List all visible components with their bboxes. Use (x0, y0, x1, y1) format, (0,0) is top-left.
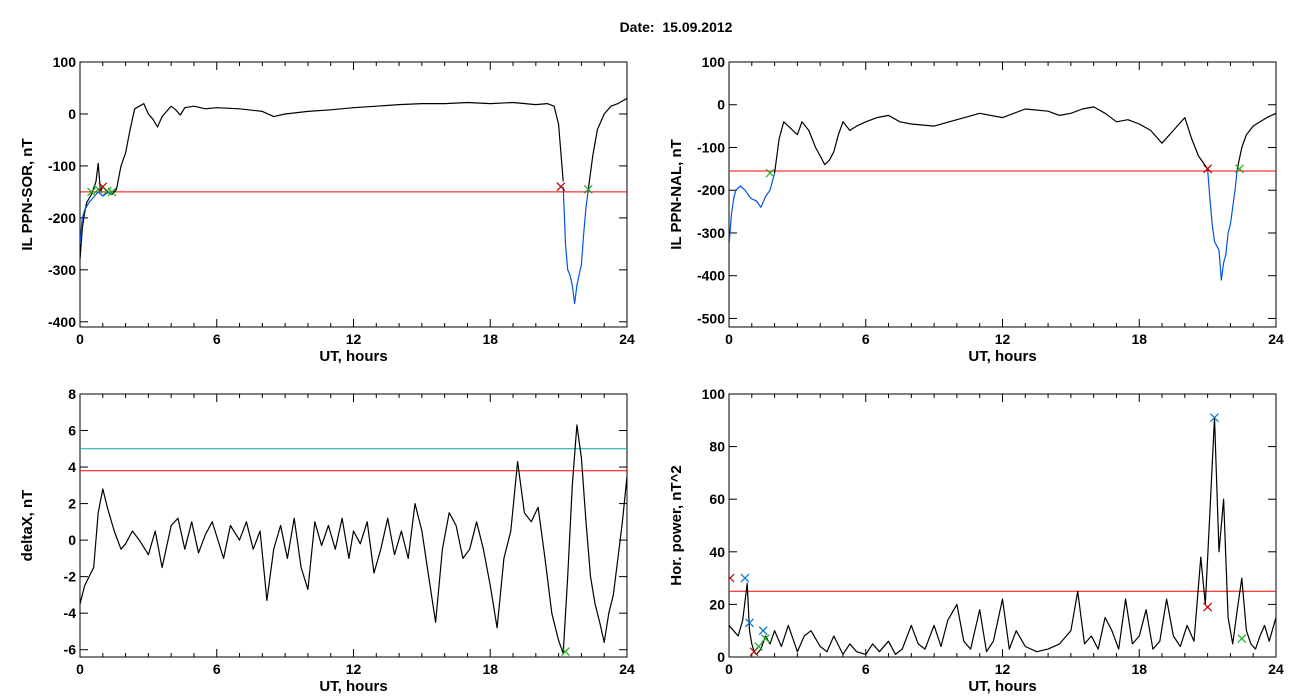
chart-panel-hor-power: 0 6 12 18 24 0 20 40 60 80 100 UT, hours Hor. power,… (668, 386, 1284, 695)
plot-area (80, 97, 627, 305)
date-label: Date: (619, 19, 655, 35)
cross-marker (1210, 413, 1219, 423)
y-tick-label: 2 (68, 496, 76, 512)
y-axis-title: Hor. power, nT^2 (668, 465, 685, 585)
plot-frame (79, 393, 628, 658)
cross-marker (729, 573, 735, 583)
x-tick-label: 18 (1131, 661, 1147, 677)
series-line (80, 424, 627, 654)
y-tick-label: -100 (697, 139, 725, 155)
x-axis-title: UT, hours (968, 348, 1036, 365)
cross-marker (86, 187, 96, 197)
series-line (729, 172, 776, 246)
y-tick-label: 100 (702, 386, 726, 402)
y-tick-label: 0 (717, 97, 725, 113)
plot-frame (728, 61, 1277, 328)
x-axis-title: UT, hours (319, 678, 387, 695)
y-tick-label: 60 (709, 491, 725, 507)
series-line (1236, 112, 1276, 170)
x-tick-label: 24 (619, 331, 635, 347)
y-tick-label: 6 (68, 423, 76, 439)
y-tick-label: -500 (697, 310, 725, 326)
y-tick-label: 0 (717, 649, 725, 665)
cross-marker (758, 626, 768, 636)
y-axis-title: IL PPN-SOR, nT (19, 138, 36, 250)
cross-marker (1237, 634, 1247, 644)
x-tick-label: 12 (995, 331, 1011, 347)
series-line (587, 97, 627, 190)
cross-marker (107, 187, 117, 197)
y-tick-label: 4 (68, 459, 76, 475)
plot-area (80, 424, 627, 656)
x-tick-label: 24 (1268, 331, 1284, 347)
plot-area (729, 106, 1276, 281)
plot-area (729, 413, 1276, 657)
y-tick-label: -400 (697, 268, 725, 284)
x-tick-label: 6 (213, 331, 221, 347)
x-tick-label: 12 (346, 331, 362, 347)
cross-marker (583, 184, 593, 194)
y-tick-label: 0 (68, 106, 76, 122)
y-tick-label: 0 (68, 532, 76, 548)
series-line (729, 417, 1276, 656)
series-line (80, 191, 113, 244)
y-tick-label: -100 (48, 158, 76, 174)
cross-marker (745, 618, 754, 628)
cross-marker (1203, 164, 1213, 174)
x-tick-label: 12 (346, 661, 362, 677)
x-tick-label: 18 (482, 331, 498, 347)
x-axis-title: UT, hours (319, 348, 387, 365)
x-axis-title: UT, hours (968, 678, 1036, 695)
y-tick-label: -2 (64, 569, 77, 585)
x-tick-label: 24 (619, 661, 635, 677)
chart-panel-ppn-sor: 0 6 12 18 24 -400 -300 -200 -100 0 100 UT, hours IL … (19, 54, 635, 365)
plot-frame (79, 61, 628, 328)
x-tick-label: 0 (76, 661, 84, 677)
cross-marker (556, 182, 566, 192)
x-tick-label: 18 (482, 661, 498, 677)
cross-marker (1235, 164, 1244, 174)
date-value: 15.09.2012 (662, 19, 733, 35)
y-tick-label: 80 (709, 439, 725, 455)
y-axis-title: IL PPN-NAL, nT (668, 139, 685, 250)
series-line (80, 101, 564, 260)
cross-marker (765, 168, 775, 178)
x-tick-label: 6 (213, 661, 221, 677)
x-tick-label: 6 (862, 331, 870, 347)
series-line (1207, 168, 1238, 281)
cross-marker (754, 642, 764, 651)
cross-marker (561, 647, 570, 656)
date-title: Date: 15.09.2012 (0, 19, 1300, 35)
cross-marker (1203, 602, 1213, 612)
y-tick-label: 8 (68, 386, 76, 402)
cross-marker (761, 634, 770, 644)
chart-panel-ppn-nal: 0 6 12 18 24 -500 -400 -300 -200 -100 0 100 UT, hour… (668, 54, 1284, 365)
y-tick-label: -200 (697, 182, 725, 198)
y-tick-label: 100 (702, 54, 726, 70)
plot-frame (728, 393, 1277, 658)
x-tick-label: 6 (862, 661, 870, 677)
cross-marker (93, 184, 103, 194)
x-tick-label: 12 (995, 661, 1011, 677)
y-tick-label: -300 (48, 262, 76, 278)
x-tick-label: 0 (725, 661, 733, 677)
series-line (774, 106, 1209, 174)
x-tick-label: 24 (1268, 661, 1284, 677)
y-tick-label: -200 (48, 210, 76, 226)
cross-marker (740, 573, 750, 583)
x-tick-label: 18 (1131, 331, 1147, 347)
y-tick-label: -300 (697, 225, 725, 241)
x-tick-label: 0 (76, 331, 84, 347)
x-tick-label: 0 (725, 331, 733, 347)
y-tick-label: 20 (709, 596, 725, 612)
y-tick-label: 100 (53, 54, 77, 70)
y-tick-label: 40 (709, 544, 725, 560)
y-tick-label: -4 (64, 605, 77, 621)
y-tick-label: -400 (48, 314, 76, 330)
series-line (562, 186, 589, 305)
y-tick-label: -6 (64, 642, 77, 658)
y-axis-title: deltaX, nT (19, 490, 36, 562)
